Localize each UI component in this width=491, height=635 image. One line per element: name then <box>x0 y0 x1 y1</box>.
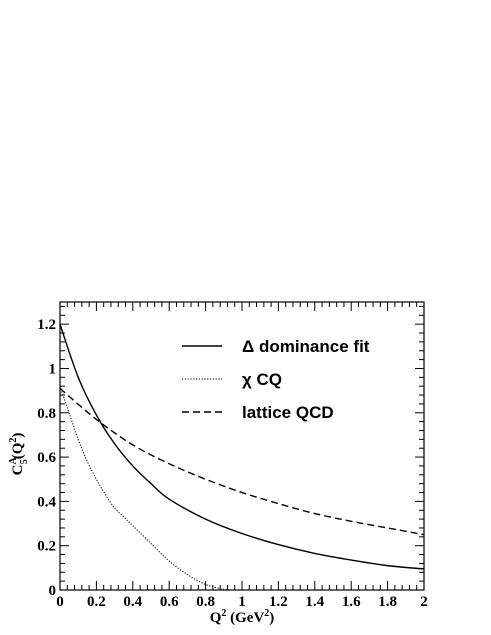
y-tick-label: 0 <box>49 583 57 599</box>
y-tick-label: 1 <box>49 361 57 377</box>
series-line-lattice-qcd <box>59 387 425 536</box>
y-axis-label-arg-sup: 2 <box>8 438 19 443</box>
x-axis-label: Q2 (GeV2) <box>210 608 275 626</box>
x-tick-label: 1.6 <box>342 594 361 610</box>
series-line-dominance-fit <box>59 323 425 570</box>
x-tick-label: 1.2 <box>269 594 288 610</box>
y-tick-label: 0.2 <box>37 539 56 555</box>
series-lines <box>59 323 425 591</box>
series-line-cq <box>59 386 233 591</box>
y-axis-label-base: C <box>10 465 26 476</box>
y-tick-label: 0.6 <box>37 450 56 466</box>
y-axis-label-arg-close: ) <box>10 433 26 438</box>
legend-label: lattice QCD <box>242 403 334 422</box>
x-axis-label-base: Q <box>210 610 222 626</box>
x-tick-label: 0.2 <box>87 594 106 610</box>
x-axis-label-unit-sup: 2 <box>264 608 269 619</box>
x-tick-label: 1 <box>238 594 246 610</box>
y-tick-label: 0.4 <box>37 494 56 510</box>
legend-label: χ CQ <box>242 370 282 389</box>
x-axis-label-unit-close: ) <box>269 610 274 626</box>
legend-label: Δ dominance fit <box>242 337 370 356</box>
x-tick-label: 0 <box>56 594 64 610</box>
x-axis-label-sup: 2 <box>221 608 226 619</box>
x-tick-label: 0.4 <box>123 594 142 610</box>
tick-labels: 0 0.2 0.4 0.6 0.8 1 1.2 1.4 1.6 1.8 2 0 0.2 0.4 0.6 0.8… <box>37 317 428 610</box>
y-axis-label-arg: (Q <box>10 442 26 459</box>
y-tick-label: 0.8 <box>37 406 56 422</box>
x-axis-label-unit: (GeV <box>226 610 264 626</box>
legend: Δ dominance fit χ CQ lattice QCD <box>182 337 370 422</box>
x-tick-label: 1.8 <box>378 594 397 610</box>
y-axis-label-sup: A <box>8 457 19 465</box>
x-tick-label: 1.4 <box>305 594 324 610</box>
y-axis-label: CA5(Q2) <box>8 433 30 476</box>
y-tick-label: 1.2 <box>37 317 56 333</box>
x-tick-label: 2 <box>420 594 428 610</box>
plot-frame <box>59 301 425 591</box>
y-axis-label-sub: 5 <box>19 459 30 464</box>
x-tick-label: 0.8 <box>196 594 215 610</box>
x-tick-label: 0.6 <box>160 594 179 610</box>
